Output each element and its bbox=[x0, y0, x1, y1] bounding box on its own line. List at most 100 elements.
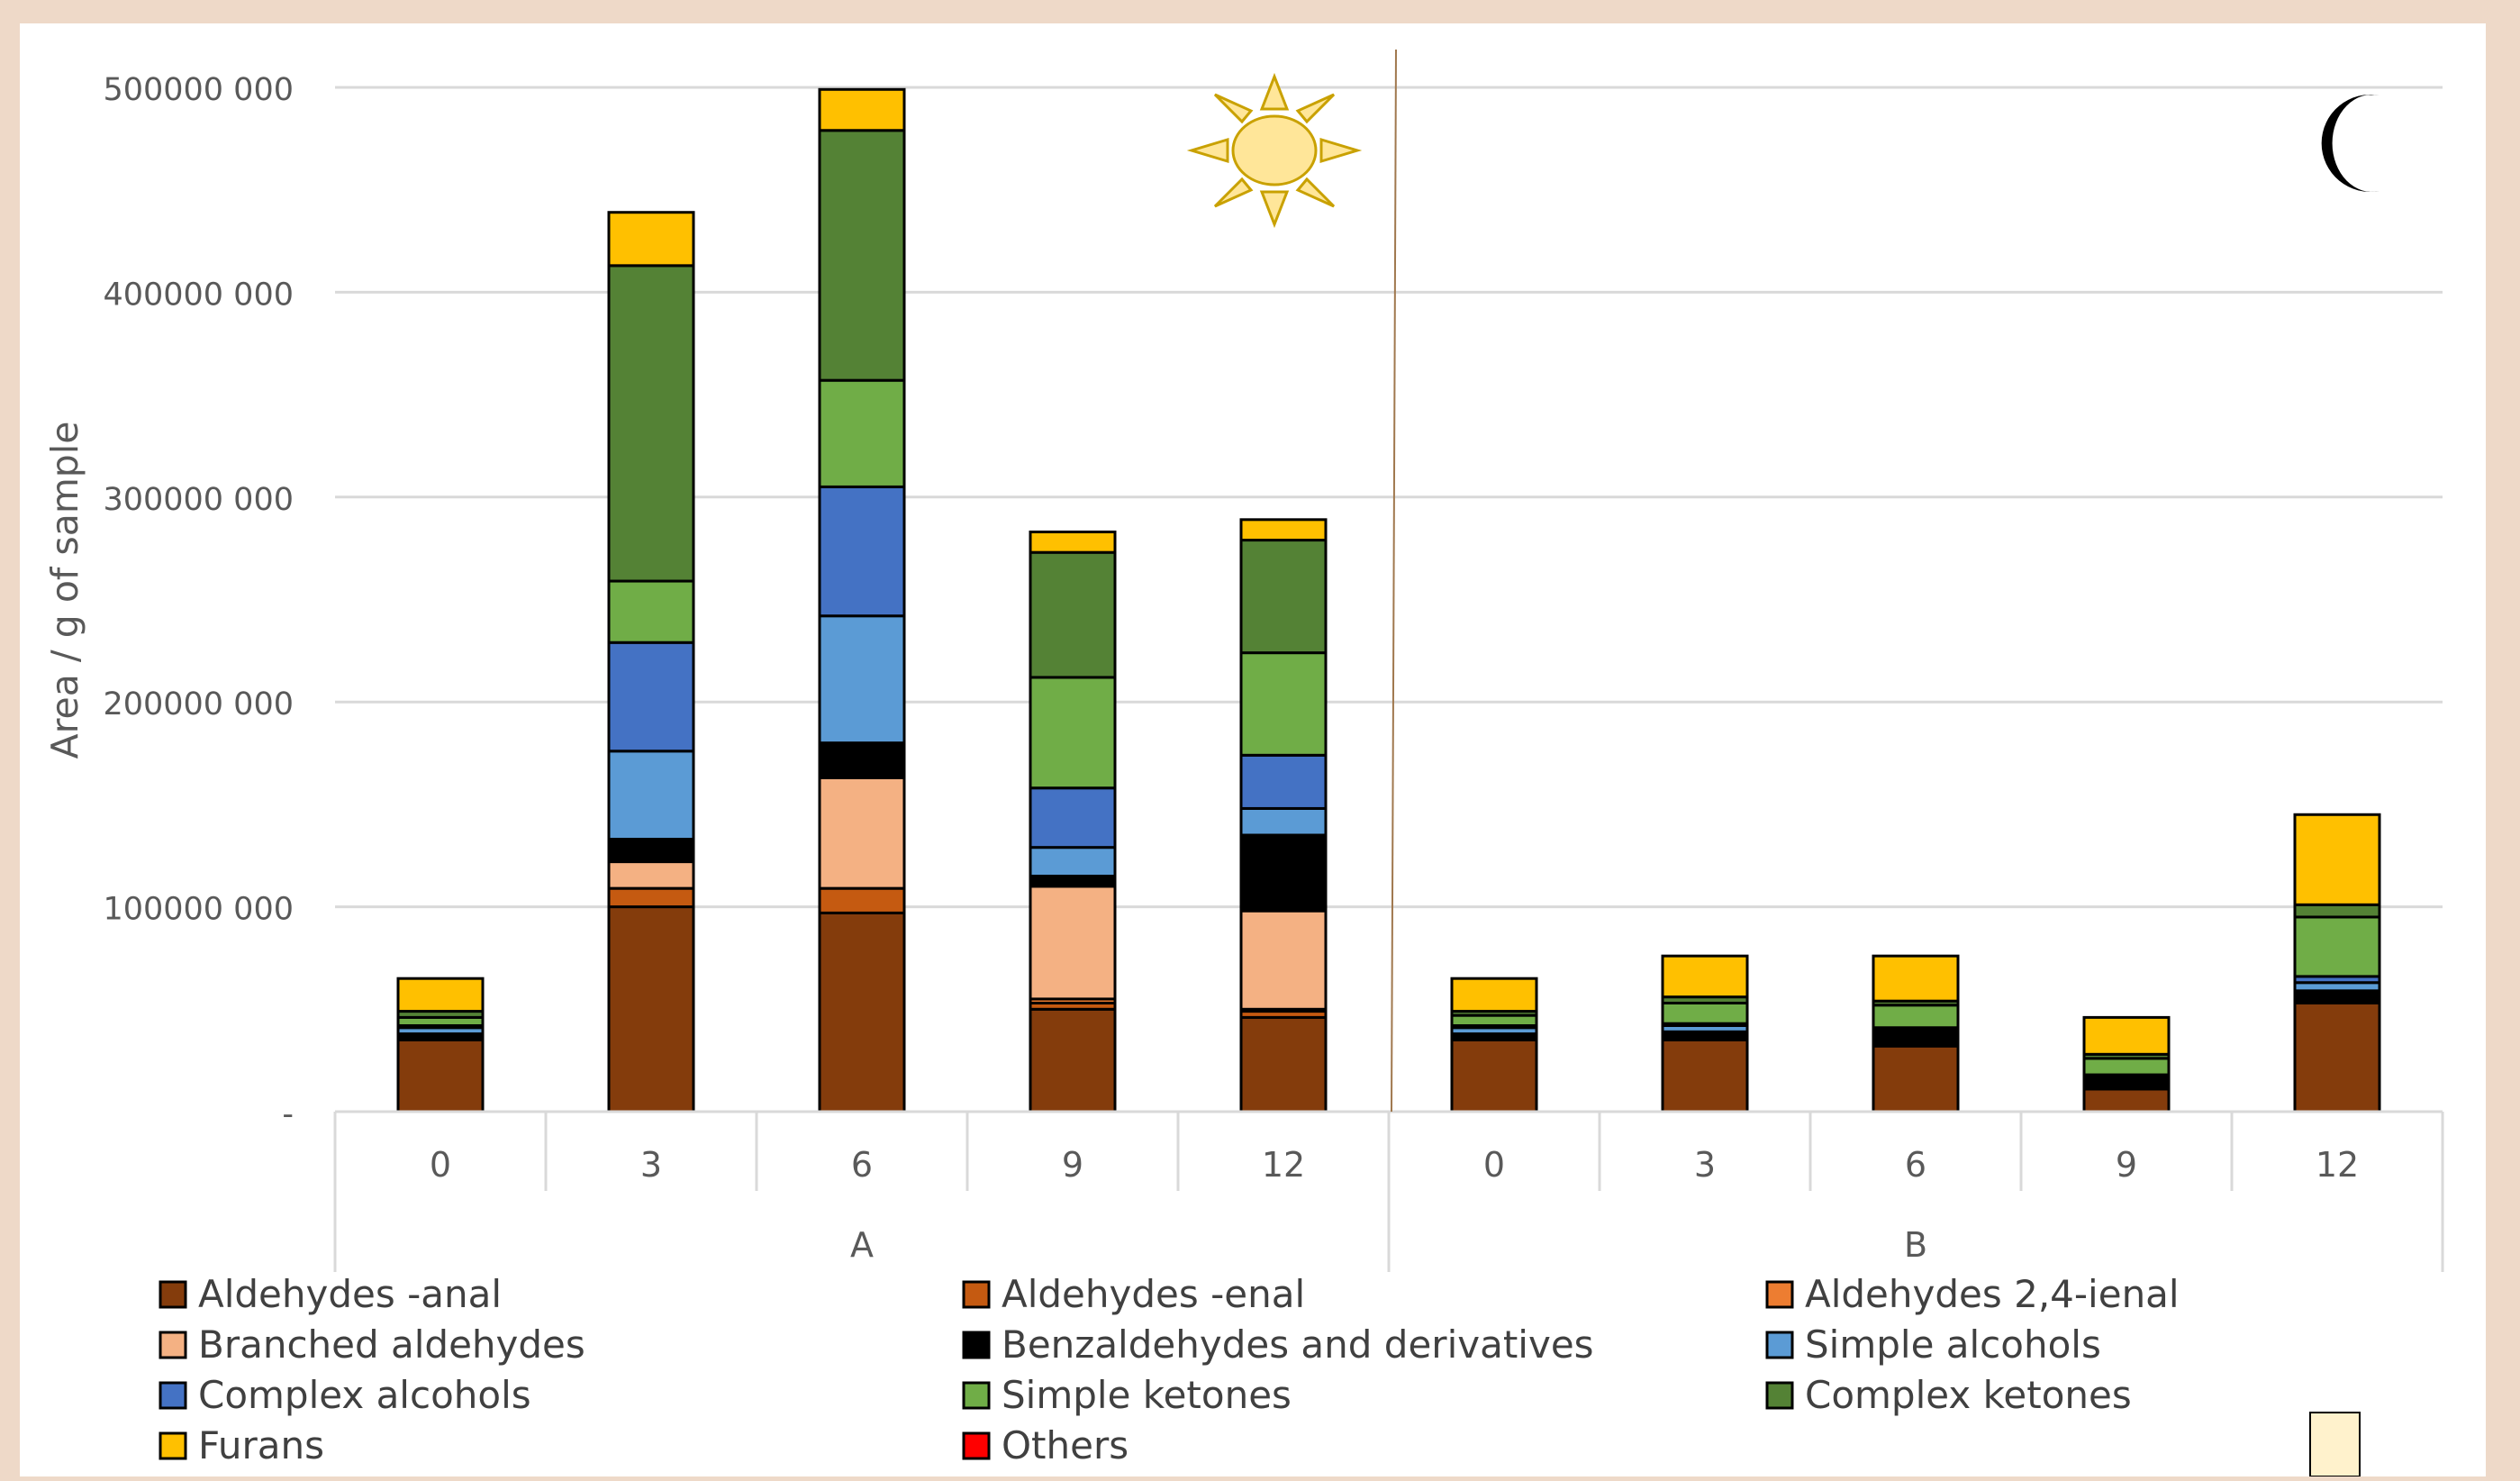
bar-segment bbox=[1450, 977, 1538, 1013]
bar-segment bbox=[2082, 1087, 2171, 1113]
bar-segment bbox=[1239, 651, 1328, 757]
bar-segment bbox=[1872, 954, 1960, 1003]
bar-segment bbox=[818, 776, 906, 890]
bar-segment bbox=[607, 886, 695, 909]
sun-icon bbox=[1186, 72, 1363, 229]
bar-segment bbox=[1239, 518, 1328, 542]
legend-label: Simple alcohols bbox=[1805, 1322, 2101, 1367]
legend-label: Others bbox=[1002, 1423, 1129, 1467]
bar-segment bbox=[2293, 903, 2381, 919]
bar-segment bbox=[1239, 806, 1328, 837]
bar-segment bbox=[818, 485, 906, 618]
x-tick-label: 3 bbox=[1694, 1145, 1716, 1185]
y-tick-label: 100000 000 bbox=[103, 892, 294, 928]
legend-item: Aldehydes -enal bbox=[962, 1272, 1305, 1316]
bar-segment bbox=[1239, 833, 1328, 913]
bar-segment bbox=[818, 886, 906, 914]
bar-segment bbox=[2293, 813, 2381, 906]
bar-segment bbox=[607, 838, 695, 864]
legend-item: Complex ketones bbox=[1765, 1373, 2132, 1417]
legend-item: Benzaldehydes and derivatives bbox=[962, 1322, 1594, 1367]
legend-swatch bbox=[962, 1431, 991, 1460]
bar-segment bbox=[1029, 550, 1117, 679]
legend-swatch bbox=[1765, 1280, 1794, 1309]
bar-segment bbox=[607, 641, 695, 753]
bar-segment bbox=[1239, 1015, 1328, 1113]
x-tick-label: 6 bbox=[851, 1145, 873, 1185]
bar-segment bbox=[607, 211, 695, 268]
x-group-label: A bbox=[850, 1225, 874, 1265]
bar-segment bbox=[396, 1038, 485, 1113]
x-tick-label: 12 bbox=[2316, 1145, 2359, 1185]
legend-swatch bbox=[159, 1280, 187, 1309]
moon-icon bbox=[2321, 94, 2379, 193]
y-axis-tick-labels: - 100000 000 200000 000 300000 000 400000 00… bbox=[103, 72, 294, 1132]
bar-segment bbox=[818, 87, 906, 132]
legend-item: Simple alcohols bbox=[1765, 1322, 2101, 1367]
legend-swatch bbox=[159, 1331, 187, 1359]
bar-segment bbox=[1872, 1044, 1960, 1113]
legend-swatch bbox=[159, 1431, 187, 1460]
y-tick-label: 500000 000 bbox=[103, 72, 294, 108]
bar-segment bbox=[1450, 1013, 1538, 1027]
legend-swatch bbox=[1765, 1381, 1794, 1410]
legend-item: Aldehydes 2,4-ienal bbox=[1765, 1272, 2180, 1316]
bar-segment bbox=[607, 264, 695, 583]
x-tick-label: 0 bbox=[430, 1145, 451, 1185]
x-group-label: B bbox=[1904, 1225, 1927, 1265]
legend-item: Branched aldehydes bbox=[159, 1322, 585, 1367]
bar-segment bbox=[1029, 786, 1117, 850]
bar-segment bbox=[2082, 1057, 2171, 1077]
bar-segment bbox=[607, 579, 695, 644]
y-axis-label: Area / g of sample bbox=[43, 422, 86, 759]
bar-segment bbox=[1661, 1038, 1749, 1113]
bar-segment bbox=[396, 977, 485, 1013]
legend-label: Aldehydes 2,4-ienal bbox=[1805, 1272, 2180, 1316]
legend-label: Complex ketones bbox=[1805, 1373, 2132, 1417]
legend-item: Simple ketones bbox=[962, 1373, 1292, 1417]
bar-segment bbox=[1029, 1007, 1117, 1113]
bar-segment bbox=[607, 860, 695, 890]
legend-label: Simple ketones bbox=[1002, 1373, 1292, 1417]
x-tick-label: 0 bbox=[1483, 1145, 1505, 1185]
group-divider bbox=[1391, 49, 1397, 1113]
bar-segment bbox=[1029, 530, 1117, 554]
bar-segment bbox=[2293, 915, 2381, 978]
legend-label: Furans bbox=[198, 1423, 324, 1467]
legend: Aldehydes -anal Aldehydes -enal Aldehydes … bbox=[159, 1272, 2180, 1467]
y-tick-label: 400000 000 bbox=[103, 277, 294, 313]
legend-swatch bbox=[159, 1381, 187, 1410]
y-tick-label: - bbox=[282, 1096, 294, 1132]
x-tick-label: 3 bbox=[640, 1145, 662, 1185]
bar-segment bbox=[1029, 846, 1117, 877]
y-tick-label: 200000 000 bbox=[103, 686, 294, 722]
bar-segment bbox=[2082, 1077, 2171, 1091]
legend-item: Furans bbox=[159, 1423, 324, 1467]
bar-segment bbox=[1872, 1030, 1960, 1048]
bar-segment bbox=[607, 750, 695, 841]
bar-segment bbox=[1029, 885, 1117, 1001]
bar-segment bbox=[818, 614, 906, 745]
legend-label: Aldehydes -anal bbox=[198, 1272, 502, 1316]
legend-swatch bbox=[962, 1280, 991, 1309]
bar-segment bbox=[1661, 1001, 1749, 1025]
bar-segment bbox=[818, 129, 906, 382]
x-axis-category-labels: 0 3 6 9 12 0 3 6 9 12 bbox=[430, 1145, 2359, 1185]
legend-item: Others bbox=[962, 1423, 1129, 1467]
legend-item: Aldehydes -anal bbox=[159, 1272, 502, 1316]
decorative-box bbox=[2309, 1412, 2361, 1477]
x-tick-label: 6 bbox=[1905, 1145, 1926, 1185]
y-tick-label: 300000 000 bbox=[103, 482, 294, 518]
bar-segment bbox=[1872, 1004, 1960, 1030]
bar-segment bbox=[1029, 676, 1117, 790]
bars bbox=[396, 87, 2381, 1113]
bar-segment bbox=[1239, 753, 1328, 810]
bar-segment bbox=[818, 378, 906, 488]
legend-swatch bbox=[1765, 1331, 1794, 1359]
bar-segment bbox=[1239, 539, 1328, 655]
bar-segment bbox=[818, 911, 906, 1113]
x-tick-label: 9 bbox=[1062, 1145, 1083, 1185]
legend-item: Complex alcohols bbox=[159, 1373, 531, 1417]
